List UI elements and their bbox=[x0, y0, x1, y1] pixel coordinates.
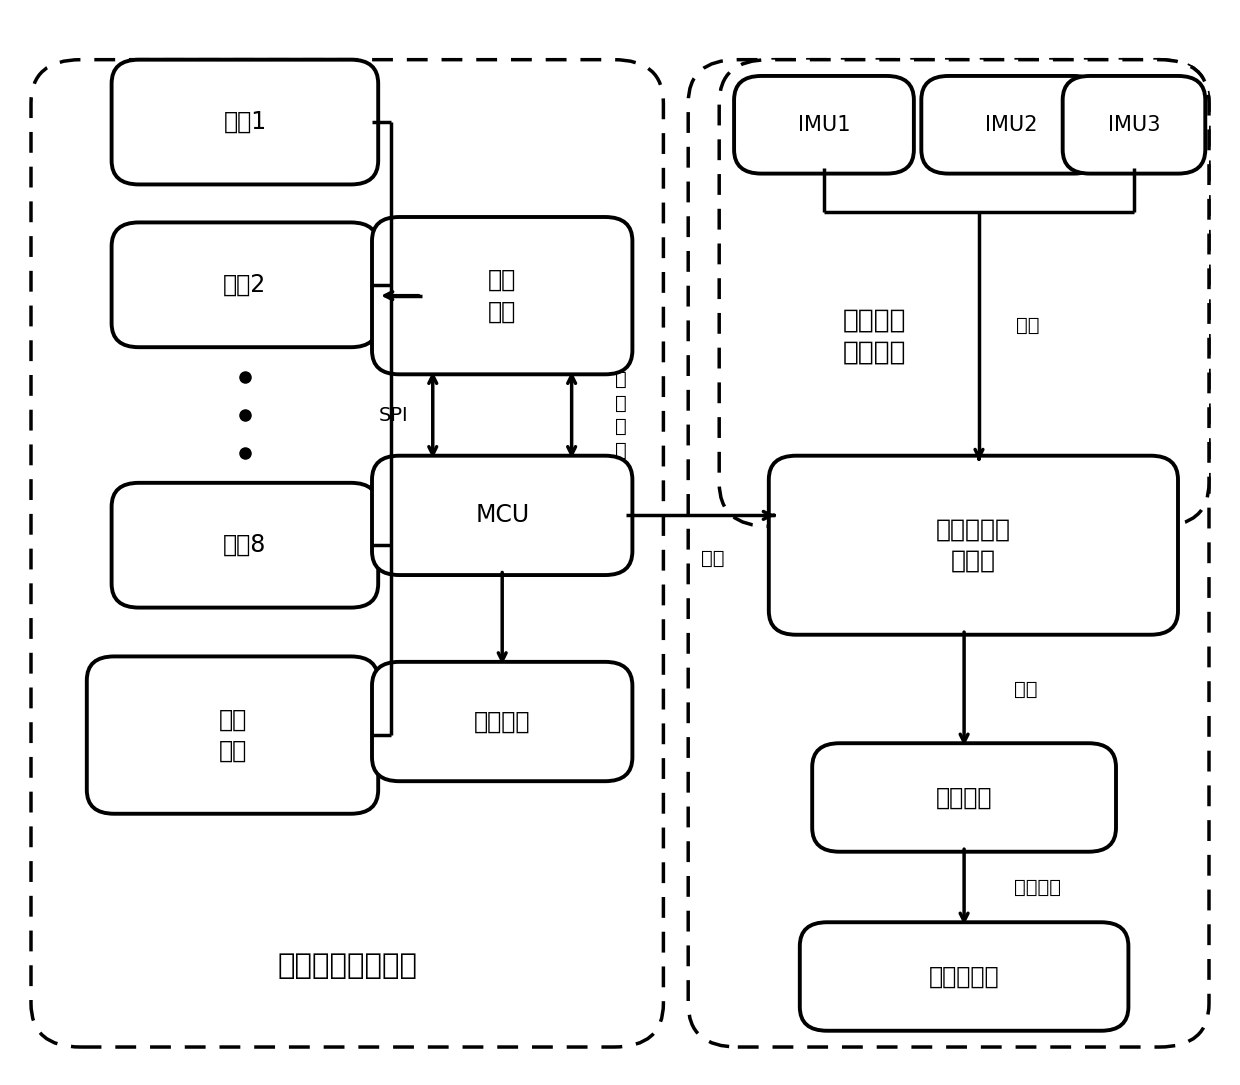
FancyBboxPatch shape bbox=[31, 60, 663, 1047]
FancyBboxPatch shape bbox=[87, 656, 378, 814]
Text: 肌电信号测量设备: 肌电信号测量设备 bbox=[278, 952, 417, 980]
Text: 中
断
触
发: 中 断 触 发 bbox=[615, 370, 627, 460]
FancyBboxPatch shape bbox=[688, 60, 1209, 1047]
FancyBboxPatch shape bbox=[734, 76, 914, 174]
Text: IMU2: IMU2 bbox=[985, 115, 1038, 135]
FancyBboxPatch shape bbox=[112, 222, 378, 347]
Text: 电极1: 电极1 bbox=[223, 110, 267, 135]
Text: 数据转接: 数据转接 bbox=[1014, 878, 1060, 896]
FancyBboxPatch shape bbox=[769, 456, 1178, 635]
Text: 震动马达: 震动马达 bbox=[474, 710, 531, 733]
Text: IMU3: IMU3 bbox=[1107, 115, 1161, 135]
Text: 电极2: 电极2 bbox=[223, 272, 267, 297]
Text: 姿态信号
测量设备: 姿态信号 测量设备 bbox=[842, 307, 906, 366]
Text: 模数
转换: 模数 转换 bbox=[489, 268, 516, 323]
FancyBboxPatch shape bbox=[372, 662, 632, 781]
Text: SPI: SPI bbox=[378, 406, 408, 424]
FancyBboxPatch shape bbox=[719, 60, 1209, 526]
FancyBboxPatch shape bbox=[921, 76, 1101, 174]
Text: 手势识别解
码设备: 手势识别解 码设备 bbox=[936, 518, 1011, 573]
Text: IMU1: IMU1 bbox=[797, 115, 851, 135]
Text: 机载处理器: 机载处理器 bbox=[929, 965, 999, 988]
FancyBboxPatch shape bbox=[800, 922, 1128, 1031]
Text: MCU: MCU bbox=[475, 503, 529, 527]
FancyBboxPatch shape bbox=[1063, 76, 1205, 174]
Text: 串口: 串口 bbox=[1014, 679, 1037, 699]
Text: 串口: 串口 bbox=[702, 549, 724, 569]
FancyBboxPatch shape bbox=[812, 743, 1116, 852]
Text: 驱动
电路: 驱动 电路 bbox=[218, 707, 247, 763]
Text: 电极8: 电极8 bbox=[223, 533, 267, 558]
Text: 串口: 串口 bbox=[1017, 316, 1039, 335]
FancyBboxPatch shape bbox=[112, 60, 378, 184]
Text: 转接模块: 转接模块 bbox=[936, 786, 992, 809]
FancyBboxPatch shape bbox=[372, 217, 632, 374]
FancyBboxPatch shape bbox=[112, 483, 378, 608]
FancyBboxPatch shape bbox=[372, 456, 632, 575]
